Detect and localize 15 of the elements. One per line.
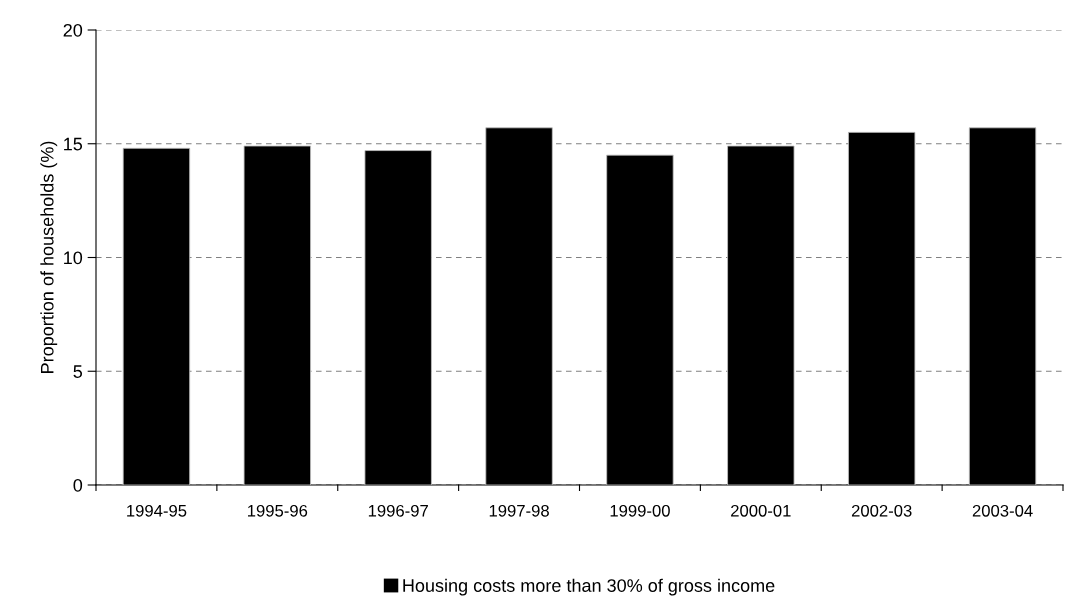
y-axis-title: Proportion of households (%)	[40, 141, 58, 373]
legend-label: Housing costs more than 30% of gross income	[403, 578, 775, 596]
x-tick-label: 1999-00	[610, 504, 670, 517]
x-tick-label: 1994-95	[127, 504, 187, 517]
x-tick-label: 2000-01	[731, 504, 791, 517]
y-tick-label: 20	[63, 23, 83, 37]
y-tick-label: 5	[73, 365, 83, 378]
y-tick-label: 0	[73, 478, 83, 492]
x-tick-label: 2002-03	[851, 504, 912, 517]
x-tick-label: 1997-98	[489, 504, 549, 517]
x-tick-label: 1995-96	[248, 504, 308, 517]
x-tick-label: 1996-97	[368, 504, 428, 517]
x-tick-label: 2003-04	[972, 504, 1033, 517]
y-tick-label: 15	[64, 137, 83, 151]
y-tick-label: 10	[64, 251, 83, 265]
